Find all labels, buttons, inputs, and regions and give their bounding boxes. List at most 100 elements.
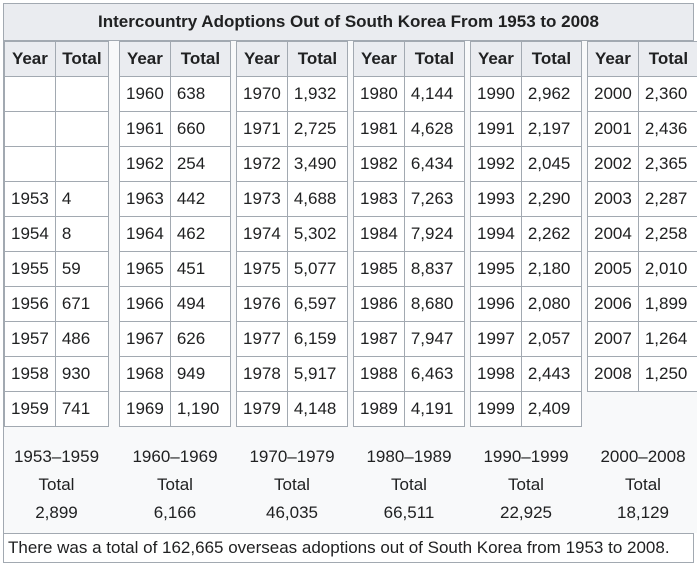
- total-cell: 486: [54, 321, 110, 357]
- table-row: 1956 671: [4, 286, 110, 322]
- year-header: Year: [4, 41, 56, 77]
- year-cell: 1971: [236, 111, 288, 147]
- total-cell: 2,962: [520, 76, 583, 112]
- year-cell: 2005: [587, 251, 639, 287]
- header-row: Year Total: [4, 41, 110, 77]
- decade-table: Year Total 1960 638 1961 660 1962 254 1963 442 196…: [119, 41, 232, 427]
- header-row: Year Total: [353, 41, 466, 77]
- total-cell: 949: [169, 356, 232, 392]
- decade-table: Year Total 1980 4,144 1981 4,628 1982 6,434 1983…: [353, 41, 466, 427]
- table-row: 2001 2,436: [587, 111, 697, 147]
- total-cell: 8,837: [403, 251, 466, 287]
- decade-table: Year Total 1990 2,962 1991 2,197 1992 2,045 1993…: [470, 41, 583, 427]
- table-row: 1985 8,837: [353, 251, 466, 287]
- year-cell: [4, 146, 56, 182]
- total-cell: 5,917: [286, 356, 349, 392]
- table-row: 1957 486: [4, 321, 110, 357]
- decade-total-label: Total: [508, 475, 544, 494]
- table-row: 2000 2,360: [587, 76, 697, 112]
- decade-sum: 6,166: [153, 503, 197, 522]
- year-cell: 1970: [236, 76, 288, 112]
- year-cell: 2007: [587, 321, 639, 357]
- year-cell: [4, 76, 56, 112]
- decade-summary: 1960–1969 Total 6,166: [119, 443, 231, 527]
- year-cell: 2001: [587, 111, 639, 147]
- total-cell: 2,287: [637, 181, 697, 217]
- footer-note: There was a total of 162,665 overseas ad…: [4, 533, 693, 562]
- total-cell: 462: [169, 216, 232, 252]
- year-cell: 1997: [470, 321, 522, 357]
- decade-sum: 46,035: [266, 503, 318, 522]
- table-row: 1982 6,434: [353, 146, 466, 182]
- year-cell: 1968: [119, 356, 171, 392]
- total-cell: 2,409: [520, 391, 583, 427]
- year-cell: 1999: [470, 391, 522, 427]
- table-row: 1990 2,962: [470, 76, 583, 112]
- total-header: Total: [169, 41, 232, 77]
- table-row: 1992 2,045: [470, 146, 583, 182]
- total-cell: 6,159: [286, 321, 349, 357]
- year-cell: 1995: [470, 251, 522, 287]
- total-header: Total: [286, 41, 349, 77]
- table-row: 2007 1,264: [587, 321, 697, 357]
- year-cell: 1963: [119, 181, 171, 217]
- year-cell: 1967: [119, 321, 171, 357]
- table-row: 1997 2,057: [470, 321, 583, 357]
- table-row: [4, 146, 110, 182]
- table-row: 2008 1,250: [587, 356, 697, 392]
- total-cell: 2,290: [520, 181, 583, 217]
- table-row: 1983 7,263: [353, 181, 466, 217]
- total-cell: 1,932: [286, 76, 349, 112]
- table-row: 1966 494: [119, 286, 232, 322]
- total-cell: 2,443: [520, 356, 583, 392]
- year-cell: 1979: [236, 391, 288, 427]
- total-header: Total: [637, 41, 697, 77]
- decade-table: Year Total 1970 1,932 1971 2,725 1972 3,490 1973…: [236, 41, 349, 427]
- total-cell: 3,490: [286, 146, 349, 182]
- total-cell: 4,628: [403, 111, 466, 147]
- table-row: 1979 4,148: [236, 391, 349, 427]
- table-row: 2004 2,258: [587, 216, 697, 252]
- table-row: 1975 5,077: [236, 251, 349, 287]
- year-cell: 2000: [587, 76, 639, 112]
- table-row: 1984 7,924: [353, 216, 466, 252]
- year-cell: 1991: [470, 111, 522, 147]
- year-cell: 1985: [353, 251, 405, 287]
- year-cell: 1976: [236, 286, 288, 322]
- total-header: Total: [520, 41, 583, 77]
- total-cell: 626: [169, 321, 232, 357]
- decade-total-label: Total: [274, 475, 310, 494]
- total-cell: 5,302: [286, 216, 349, 252]
- table-row: 1978 5,917: [236, 356, 349, 392]
- year-cell: 1962: [119, 146, 171, 182]
- year-cell: 1965: [119, 251, 171, 287]
- decade-range: 1960–1969: [132, 447, 218, 466]
- table-row: 2005 2,010: [587, 251, 697, 287]
- table-row: 1981 4,628: [353, 111, 466, 147]
- total-cell: 4: [54, 181, 110, 217]
- total-cell: 7,263: [403, 181, 466, 217]
- year-cell: 1990: [470, 76, 522, 112]
- total-header: Total: [54, 41, 110, 77]
- year-cell: 1966: [119, 286, 171, 322]
- total-cell: 1,190: [169, 391, 232, 427]
- year-cell: 1959: [4, 391, 56, 427]
- total-cell: 2,725: [286, 111, 349, 147]
- table-row: 1999 2,409: [470, 391, 583, 427]
- decade-table: Year Total 2000 2,360 2001 2,436 2002 2,365 2003…: [587, 41, 697, 392]
- total-cell: 2,258: [637, 216, 697, 252]
- total-cell: 2,436: [637, 111, 697, 147]
- decade-sum: 2,899: [35, 503, 78, 522]
- year-cell: 1996: [470, 286, 522, 322]
- table-row: [4, 111, 110, 147]
- decade-sum: 22,925: [500, 503, 552, 522]
- total-cell: 4,144: [403, 76, 466, 112]
- table-row: 1987 7,947: [353, 321, 466, 357]
- table-row: 1967 626: [119, 321, 232, 357]
- table-row: 1988 6,463: [353, 356, 466, 392]
- year-cell: 1984: [353, 216, 405, 252]
- table-row: 1972 3,490: [236, 146, 349, 182]
- total-header: Total: [403, 41, 466, 77]
- total-cell: [54, 76, 110, 112]
- total-cell: 6,597: [286, 286, 349, 322]
